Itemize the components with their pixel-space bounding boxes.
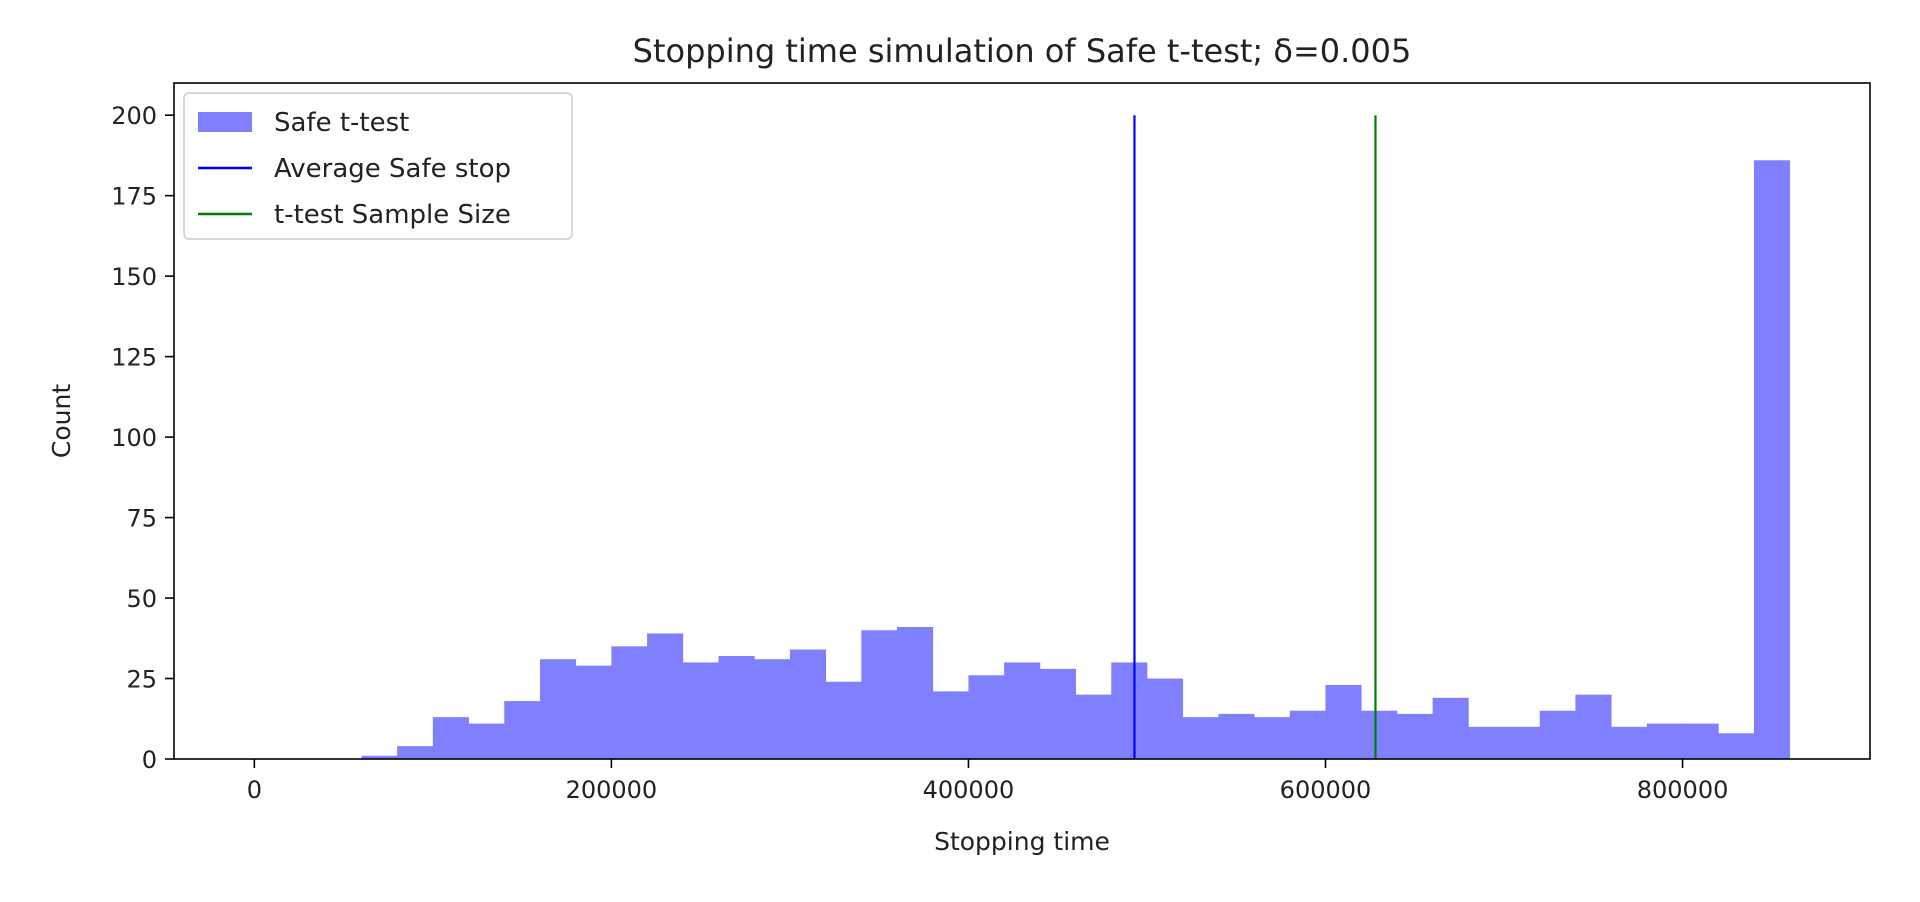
histogram-bar <box>1075 694 1112 759</box>
y-tick-label: 75 <box>126 505 157 533</box>
y-tick-label: 150 <box>111 263 157 291</box>
histogram-bar <box>932 691 969 759</box>
histogram-bar <box>397 746 434 759</box>
histogram-bar <box>432 717 469 759</box>
histogram-bar <box>1396 713 1434 759</box>
histogram-bar <box>1432 697 1469 759</box>
histogram-bar <box>468 723 505 759</box>
histogram-bar <box>1753 160 1791 759</box>
histogram-bars <box>361 160 1791 759</box>
x-tick-label: 400000 <box>923 776 1015 804</box>
legend-label: Safe t-test <box>274 108 409 138</box>
histogram-bar <box>1646 723 1683 759</box>
y-axis-ticks: 0 25 50 75 100 125 150 175 200 <box>111 102 174 774</box>
legend-swatch <box>198 112 252 132</box>
y-tick-label: 50 <box>126 585 157 613</box>
histogram-bar <box>1325 684 1362 759</box>
histogram-bar <box>1289 710 1326 759</box>
x-axis-label: Stopping time <box>934 827 1110 856</box>
reference-lines <box>1133 115 1377 759</box>
plot-frame <box>173 82 1871 760</box>
histogram-bar <box>718 655 755 759</box>
x-tick-label: 600000 <box>1280 776 1372 804</box>
histogram-bar <box>1254 717 1291 759</box>
histogram-bar <box>647 633 684 759</box>
y-tick-label: 25 <box>126 666 157 694</box>
legend: Safe t-test Average Safe stop t-test Sampl… <box>183 92 573 240</box>
x-tick-label: 0 <box>247 776 262 804</box>
histogram-bar <box>825 681 862 759</box>
histogram-bar <box>1146 678 1184 759</box>
y-axis-label: Count <box>47 384 76 458</box>
histogram-bar <box>968 675 1005 759</box>
legend-box <box>183 92 573 240</box>
histogram-bar <box>1682 723 1719 759</box>
histogram-bar <box>897 627 934 759</box>
histogram-bar <box>539 659 577 759</box>
y-tick-label: 125 <box>111 344 157 372</box>
histogram-bar <box>1539 710 1576 759</box>
histogram-bar <box>861 630 898 759</box>
y-tick-label: 175 <box>111 183 157 211</box>
y-tick-label: 200 <box>111 102 157 130</box>
histogram-bar <box>789 649 827 759</box>
histogram-bar <box>1468 726 1505 759</box>
histogram-bar <box>1004 662 1041 759</box>
legend-label: Average Safe stop <box>274 154 511 184</box>
histogram-bar <box>361 755 398 759</box>
histogram-bar <box>1361 710 1398 759</box>
histogram-bar <box>611 646 648 759</box>
chart-title: Stopping time simulation of Safe t-test;… <box>633 32 1412 70</box>
histogram-bar <box>1182 717 1219 759</box>
histogram-bar <box>575 665 612 759</box>
histogram-bar <box>1218 713 1255 759</box>
x-tick-label: 200000 <box>566 776 658 804</box>
histogram-bar <box>504 701 541 759</box>
histogram-bar <box>1111 662 1148 759</box>
x-tick-label: 800000 <box>1637 776 1729 804</box>
y-tick-label: 0 <box>142 746 157 774</box>
histogram-bar <box>1611 726 1648 759</box>
histogram-bar <box>1504 726 1541 759</box>
histogram-bar <box>1718 733 1755 759</box>
histogram-bar <box>1575 694 1612 759</box>
histogram-bar <box>754 659 791 759</box>
histogram-bar <box>682 662 719 759</box>
x-axis-ticks: 0 200000 400000 600000 800000 <box>247 759 1729 804</box>
legend-label: t-test Sample Size <box>274 200 511 230</box>
y-tick-label: 100 <box>111 424 157 452</box>
histogram-bar <box>1039 668 1076 759</box>
